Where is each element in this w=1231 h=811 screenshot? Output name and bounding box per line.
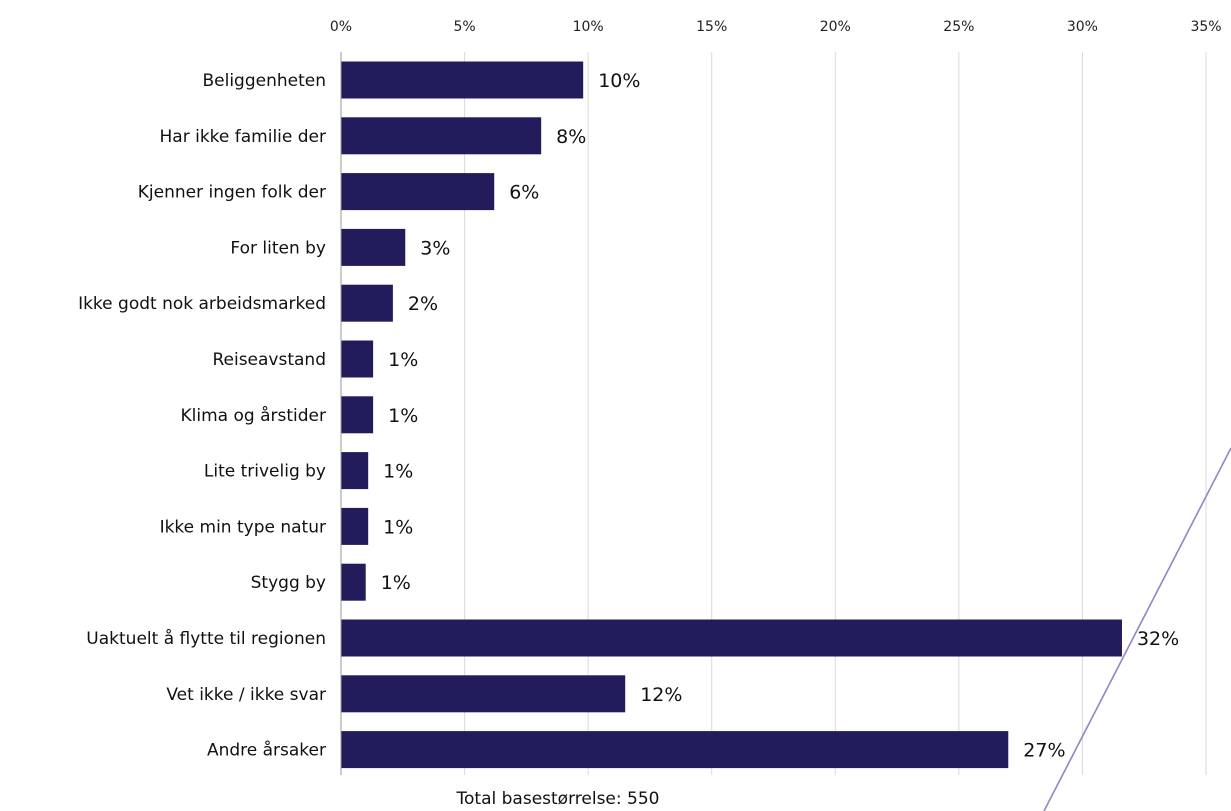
value-label: 32% xyxy=(1137,628,1179,650)
bar xyxy=(341,396,374,434)
bar xyxy=(341,619,1122,657)
value-label: 12% xyxy=(640,684,682,706)
value-labels: 10% 8% 6% 3% 2% 1% 1% 1% 1% 1% 32% 12% 27% xyxy=(381,70,1179,762)
bar xyxy=(341,117,542,155)
bar xyxy=(341,507,369,545)
category-label: Stygg by xyxy=(251,573,326,593)
category-label: Ikke min type natur xyxy=(160,517,326,537)
value-label: 1% xyxy=(381,572,411,594)
value-label: 2% xyxy=(408,293,438,315)
category-label: Klima og årstider xyxy=(181,405,326,426)
x-tick-label: 35% xyxy=(1190,19,1221,35)
category-label: Kjenner ingen folk der xyxy=(138,183,326,203)
value-label: 3% xyxy=(420,237,450,259)
bar xyxy=(341,228,406,266)
category-label: Ikke godt nok arbeidsmarked xyxy=(78,294,326,314)
bar xyxy=(341,173,495,211)
category-label: Vet ikke / ikke svar xyxy=(166,685,326,705)
base-size-note: Total basestørrelse: 550 xyxy=(456,789,660,809)
value-label: 10% xyxy=(598,70,640,92)
value-label: 6% xyxy=(509,182,539,204)
category-labels: Beliggenheten Har ikke familie der Kjenner… xyxy=(78,71,326,761)
x-tick-label: 20% xyxy=(820,19,851,35)
decorative-slash-line xyxy=(1043,447,1231,811)
value-label: 1% xyxy=(383,461,413,483)
value-label: 1% xyxy=(388,349,418,371)
value-label: 1% xyxy=(383,516,413,538)
bars xyxy=(341,61,1122,769)
bar xyxy=(341,340,374,378)
grid-lines xyxy=(464,52,1207,775)
category-label: Beliggenheten xyxy=(202,71,326,91)
value-label: 1% xyxy=(388,405,418,427)
category-label: Uaktuelt å flytte til regionen xyxy=(86,628,326,649)
x-tick-label: 15% xyxy=(696,19,727,35)
value-label: 27% xyxy=(1023,740,1065,762)
x-tick-label: 0% xyxy=(330,19,352,35)
x-tick-label: 30% xyxy=(1067,19,1098,35)
x-axis-tick-labels: 0% 5% 10% 15% 20% 25% 30% 35% xyxy=(330,19,1222,35)
category-label: For liten by xyxy=(230,238,326,258)
bar xyxy=(341,563,366,601)
category-label: Reiseavstand xyxy=(212,350,326,370)
bar xyxy=(341,61,584,99)
category-label: Har ikke familie der xyxy=(160,127,327,147)
value-label: 8% xyxy=(556,126,586,148)
x-tick-label: 5% xyxy=(453,19,475,35)
category-label: Andre årsaker xyxy=(207,740,326,761)
bar xyxy=(341,675,626,713)
category-label: Lite trivelig by xyxy=(204,462,326,482)
bar xyxy=(341,731,1009,769)
x-tick-label: 25% xyxy=(943,19,974,35)
x-tick-label: 10% xyxy=(573,19,604,35)
bar xyxy=(341,284,393,322)
bar xyxy=(341,452,369,490)
